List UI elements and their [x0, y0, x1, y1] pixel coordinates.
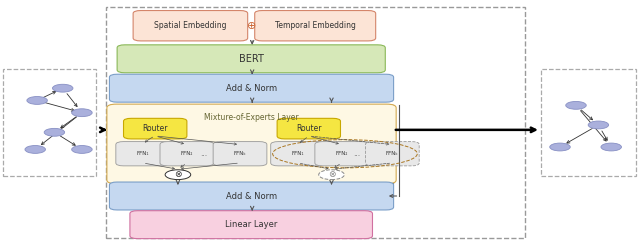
Bar: [541, 69, 636, 176]
Text: Router: Router: [296, 124, 321, 133]
Circle shape: [27, 97, 47, 104]
Bar: [3, 69, 96, 176]
Circle shape: [601, 143, 621, 151]
Bar: [110, 105, 393, 183]
Bar: [106, 7, 525, 238]
Circle shape: [566, 101, 586, 109]
FancyBboxPatch shape: [365, 142, 419, 166]
FancyBboxPatch shape: [117, 45, 385, 73]
Text: Add & Norm: Add & Norm: [226, 192, 277, 200]
Circle shape: [72, 109, 92, 117]
Text: ...: ...: [200, 149, 207, 158]
Circle shape: [165, 170, 191, 180]
Text: FFNₖ: FFNₖ: [234, 151, 246, 156]
Text: FFN₁: FFN₁: [136, 151, 149, 156]
FancyBboxPatch shape: [255, 11, 376, 41]
Text: ⊕: ⊕: [247, 21, 256, 31]
Text: Mixture-of-Experts Layer: Mixture-of-Experts Layer: [204, 113, 299, 122]
FancyBboxPatch shape: [124, 118, 187, 139]
Text: Temporal Embedding: Temporal Embedding: [275, 21, 356, 30]
Text: FFNₖ: FFNₖ: [386, 151, 399, 156]
Circle shape: [319, 170, 344, 180]
Text: FFN₁: FFN₁: [291, 151, 304, 156]
FancyBboxPatch shape: [109, 182, 394, 210]
FancyBboxPatch shape: [107, 104, 396, 184]
Text: ⊗: ⊗: [328, 170, 335, 179]
Text: FFN₂: FFN₂: [180, 151, 193, 156]
FancyBboxPatch shape: [133, 11, 248, 41]
Text: BERT: BERT: [239, 54, 264, 64]
Text: Router: Router: [143, 124, 168, 133]
FancyBboxPatch shape: [277, 118, 340, 139]
FancyBboxPatch shape: [213, 142, 267, 166]
Circle shape: [44, 128, 65, 136]
Circle shape: [550, 143, 570, 151]
FancyBboxPatch shape: [160, 142, 214, 166]
Text: Spatial Embedding: Spatial Embedding: [154, 21, 227, 30]
FancyBboxPatch shape: [271, 142, 324, 166]
Circle shape: [25, 146, 45, 153]
Text: ...: ...: [353, 149, 360, 158]
FancyBboxPatch shape: [109, 74, 394, 102]
Circle shape: [72, 146, 92, 153]
Text: Add & Norm: Add & Norm: [226, 84, 277, 93]
FancyBboxPatch shape: [116, 142, 170, 166]
Circle shape: [52, 84, 73, 92]
Text: ⊗: ⊗: [174, 170, 182, 179]
FancyBboxPatch shape: [130, 211, 372, 239]
Text: FFN₂: FFN₂: [335, 151, 348, 156]
FancyBboxPatch shape: [315, 142, 369, 166]
Text: Linear Layer: Linear Layer: [225, 220, 277, 229]
Circle shape: [588, 121, 609, 129]
